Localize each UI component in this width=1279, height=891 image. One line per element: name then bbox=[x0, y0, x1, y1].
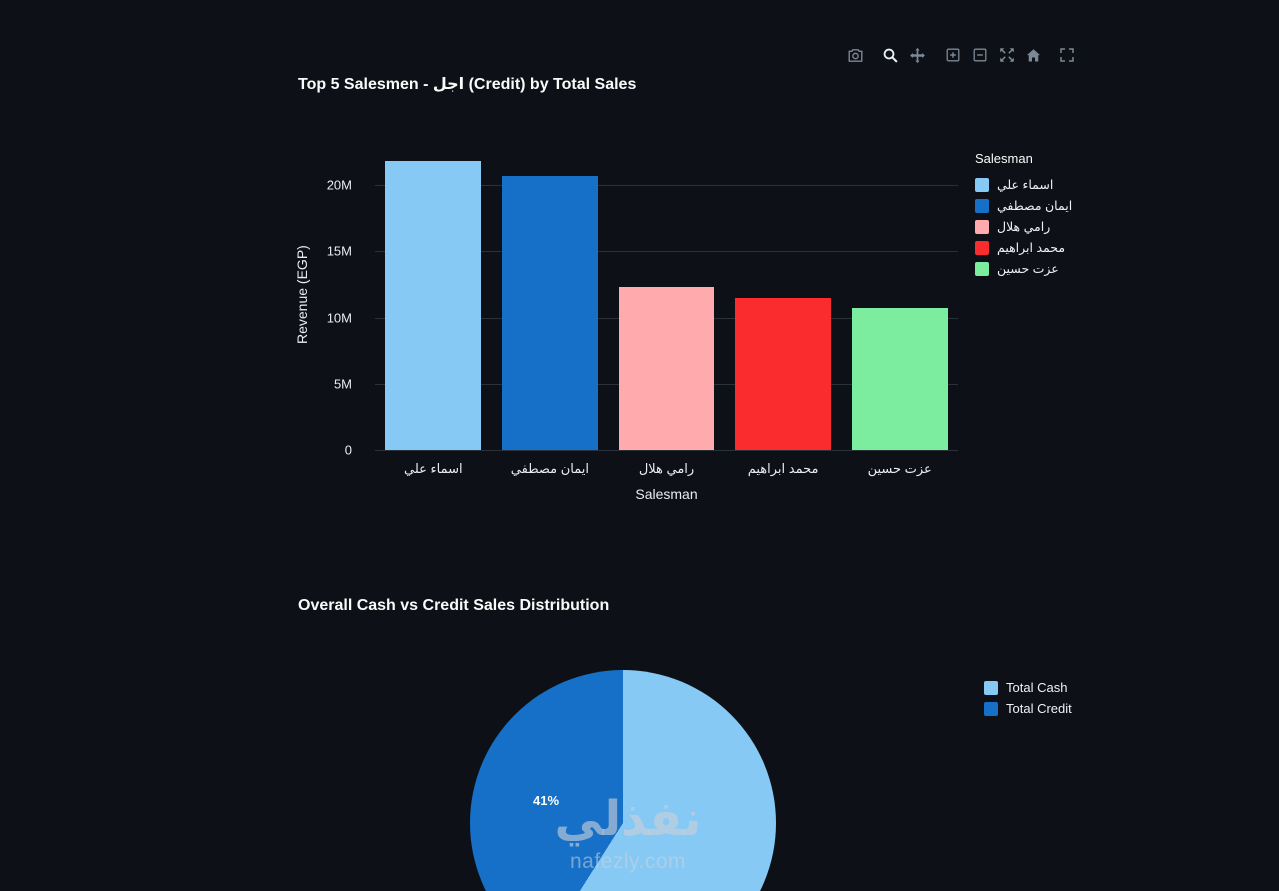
pie-chart[interactable] bbox=[470, 670, 776, 891]
zoom-in-icon bbox=[946, 48, 959, 62]
legend-swatch bbox=[975, 261, 989, 276]
legend-swatch bbox=[984, 680, 998, 695]
legend-item[interactable]: محمد ابراهيم bbox=[975, 237, 1072, 258]
legend-label: Total Credit bbox=[1006, 701, 1072, 716]
bar-legend-title: Salesman bbox=[975, 151, 1033, 166]
autoscale-button[interactable] bbox=[993, 44, 1020, 66]
x-axis-title: Salesman bbox=[635, 486, 698, 502]
legend-label: اسماء علي bbox=[997, 178, 1054, 192]
y-tick-label: 10M bbox=[326, 310, 352, 326]
y-tick-label: 0 bbox=[344, 442, 352, 458]
fullscreen-button[interactable] bbox=[1053, 44, 1080, 66]
bar-2[interactable] bbox=[502, 175, 598, 450]
home-icon bbox=[1026, 48, 1041, 61]
legend-swatch bbox=[975, 219, 989, 234]
legend-item[interactable]: اسماء علي bbox=[975, 174, 1072, 195]
x-tick-label: عزت حسين bbox=[867, 461, 932, 476]
bar-legend-items: اسماء علي ايمان مصطفي رامي هلال محمد ابراهي… bbox=[975, 174, 1072, 279]
y-tick-label: 5M bbox=[333, 376, 352, 392]
pie-legend-items: Total Cash Total Credit bbox=[984, 677, 1072, 719]
bar-5[interactable] bbox=[851, 308, 948, 450]
x-tick-label: محمد ابراهيم bbox=[747, 461, 819, 476]
legend-swatch bbox=[975, 177, 989, 192]
x-axis-baseline bbox=[375, 450, 958, 451]
pan-button[interactable] bbox=[904, 44, 931, 66]
gridline bbox=[375, 185, 958, 187]
legend-item[interactable]: Total Credit bbox=[984, 698, 1072, 719]
zoom-out-button[interactable] bbox=[966, 44, 993, 66]
plotly-modebar bbox=[842, 44, 1080, 66]
legend-label: رامي هلال bbox=[997, 220, 1051, 234]
legend-label: ايمان مصطفي bbox=[997, 199, 1073, 213]
legend-item[interactable]: رامي هلال bbox=[975, 216, 1072, 237]
pan-arrows-icon bbox=[910, 47, 925, 63]
legend-item[interactable]: عزت حسين bbox=[975, 258, 1072, 279]
magnifier-icon bbox=[883, 48, 898, 63]
fullscreen-icon bbox=[1059, 48, 1074, 62]
bar-chart-title: Top 5 Salesmen - اجل (Credit) by Total S… bbox=[298, 76, 637, 93]
x-tick-label: رامي هلال bbox=[638, 461, 695, 476]
legend-swatch bbox=[975, 240, 989, 255]
y-tick-label: 20M bbox=[326, 177, 352, 193]
legend-item[interactable]: Total Cash bbox=[984, 677, 1072, 698]
download-png-button[interactable] bbox=[842, 44, 869, 66]
bar-1[interactable] bbox=[385, 161, 482, 450]
legend-label: عزت حسين bbox=[997, 262, 1059, 276]
pie-chart-title: Overall Cash vs Credit Sales Distributio… bbox=[298, 597, 610, 614]
zoom-in-button[interactable] bbox=[939, 44, 966, 66]
x-axis-ticks: اسماء علي ايمان مصطفي رامي هلال محمد ابراهي… bbox=[375, 450, 958, 478]
reset-axes-button[interactable] bbox=[1020, 44, 1047, 66]
bar-4[interactable] bbox=[735, 297, 831, 450]
y-axis-ticks: 0 5M 10M 15M 20M bbox=[286, 140, 362, 458]
zoom-out-icon bbox=[973, 48, 986, 62]
bar-3[interactable] bbox=[618, 287, 715, 450]
pie-slice-label-credit: 41% bbox=[533, 793, 560, 808]
gridline bbox=[375, 251, 958, 253]
autoscale-icon bbox=[999, 48, 1014, 62]
legend-item[interactable]: ايمان مصطفي bbox=[975, 195, 1072, 216]
camera-icon bbox=[848, 48, 863, 62]
legend-label: محمد ابراهيم bbox=[997, 241, 1066, 255]
zoom-button[interactable] bbox=[877, 44, 904, 66]
legend-swatch bbox=[984, 701, 998, 716]
x-tick-label: ايمان مصطفي bbox=[510, 461, 589, 476]
bar-legend: Salesman اسماء علي ايمان مصطفي رامي هلال مح… bbox=[975, 151, 1072, 279]
y-tick-label: 15M bbox=[326, 243, 352, 259]
bar-plot-area bbox=[375, 140, 958, 451]
legend-swatch bbox=[975, 198, 989, 213]
legend-label: Total Cash bbox=[1006, 680, 1068, 695]
x-tick-label: اسماء علي bbox=[403, 461, 463, 476]
pie-legend: Total Cash Total Credit bbox=[984, 677, 1072, 719]
